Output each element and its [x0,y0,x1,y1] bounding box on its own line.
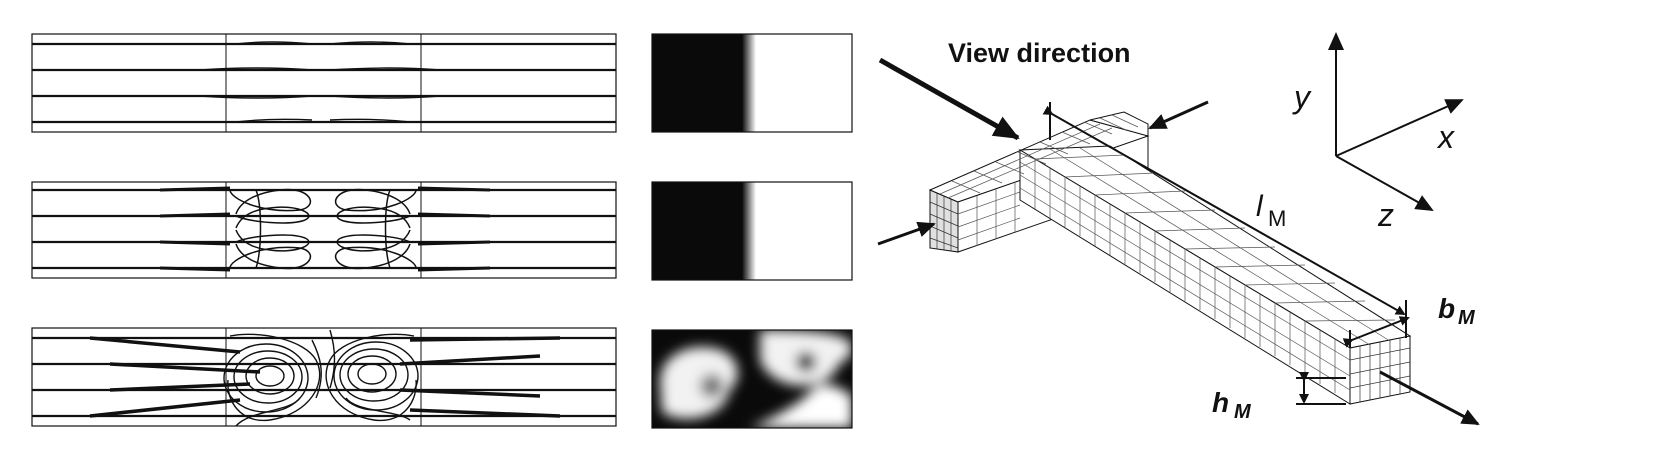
z-axis [1335,155,1434,211]
outlet-arrow [1379,370,1480,426]
dye-panel-2 [651,181,853,281]
svg-text:M: M [1458,307,1476,329]
vortex-loops-left [229,188,312,270]
axis-y-label: y [1292,79,1312,115]
axis-x-label: x [1436,119,1455,155]
vortex-loops-right [334,188,417,270]
dye-panel-1 [651,33,853,133]
height-label: h M [1212,387,1252,423]
width-label: b M [1438,293,1476,329]
view-direction-arrow [878,57,1020,141]
length-dimension [1042,105,1406,315]
vortex-right [325,329,419,422]
svg-text:M: M [1234,401,1252,423]
svg-text:h: h [1212,387,1229,418]
x-axis [1335,99,1464,157]
axis-z-label: z [1377,197,1394,233]
dye-panel-3 [651,329,853,429]
coordinate-axes [1328,32,1464,211]
vortex-left [223,333,322,427]
streamline-panel-1 [31,33,617,133]
dimension-lines [1042,102,1410,405]
streamlines [32,42,616,124]
streamline-panel-3 [31,327,617,427]
svg-text:l: l [1256,190,1264,223]
inlet-arrow-back [1148,100,1209,130]
svg-text:b: b [1438,293,1455,324]
view-direction-label: View direction [948,38,1131,68]
inlet-arrow-left [877,221,936,246]
length-label: l M [1256,190,1286,231]
width-dimension [1342,316,1410,348]
streamline-panel-2 [31,181,617,279]
svg-text:M: M [1268,206,1286,231]
